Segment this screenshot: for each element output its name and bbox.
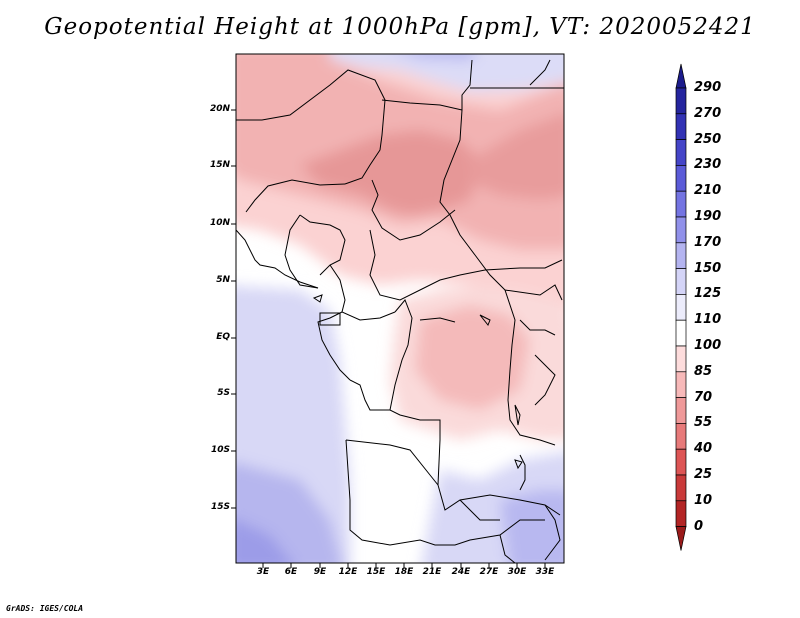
colorbar-box — [675, 397, 687, 424]
lon-label-18e: 18E — [394, 567, 414, 577]
lon-label-33e: 33E — [535, 567, 555, 577]
colorbar-box — [675, 242, 687, 269]
colorbar-box — [675, 190, 687, 218]
colorbar-label-270: 270 — [694, 105, 722, 121]
grads-credit: GrADS: IGES/COLA — [6, 604, 84, 613]
lat-label-10n: 10N — [209, 218, 230, 228]
colorbar-label-290: 290 — [694, 80, 722, 95]
colorbar-label-70: 70 — [694, 389, 713, 405]
lon-label-21e: 21E — [422, 567, 442, 577]
colorbar-label-210: 210 — [694, 183, 722, 199]
axis-ticks — [231, 109, 546, 568]
lat-label-20n: 20N — [209, 104, 230, 114]
colorbar-box — [675, 500, 687, 527]
colorbar-label-100: 100 — [694, 338, 722, 353]
lat-label-5n: 5N — [216, 275, 230, 285]
colorbar-box — [675, 474, 687, 502]
country-borders — [236, 59, 564, 563]
lon-label-12e: 12E — [338, 567, 358, 577]
colorbar-label-0: 0 — [694, 518, 704, 534]
lon-label-3e: 3E — [256, 567, 270, 577]
lon-label-24e: 24E — [451, 567, 471, 577]
colorbar-label-25: 25 — [694, 467, 713, 482]
colorbar-label-85: 85 — [694, 363, 713, 379]
map-frame — [235, 53, 565, 564]
colorbar-box — [675, 423, 687, 450]
lat-label-5s: 5S — [217, 388, 230, 398]
colorbar-box — [675, 87, 687, 115]
lon-label-9e: 9E — [313, 567, 327, 577]
colorbar-box — [675, 345, 687, 373]
colorbar-label-170: 170 — [694, 234, 722, 250]
colorbar-bottom-arrow — [675, 526, 687, 551]
colorbar — [675, 63, 687, 551]
lat-label-10s: 10S — [210, 445, 230, 455]
colorbar-box — [675, 216, 687, 244]
lat-label-15n: 15N — [209, 160, 230, 170]
map-title: Geopotential Height at 1000hPa [gpm], VT… — [44, 14, 756, 40]
height-field — [236, 54, 564, 563]
colorbar-box — [675, 371, 687, 398]
colorbar-label-110: 110 — [694, 312, 722, 328]
lon-label-30e: 30E — [507, 567, 527, 577]
lon-label-6e: 6E — [284, 567, 298, 577]
colorbar-label-250: 250 — [694, 131, 722, 147]
colorbar-label-230: 230 — [694, 157, 722, 173]
colorbar-label-125: 125 — [694, 286, 722, 302]
colorbar-label-190: 190 — [694, 209, 722, 224]
colorbar-box — [675, 139, 687, 166]
colorbar-box — [675, 268, 687, 295]
colorbar-box — [675, 113, 687, 140]
lat-label-15s: 15S — [210, 502, 230, 512]
colorbar-box — [675, 165, 687, 192]
colorbar-box — [675, 294, 687, 321]
lon-label-15e: 15E — [366, 567, 386, 577]
colorbar-label-55: 55 — [694, 415, 713, 431]
colorbar-label-40: 40 — [694, 441, 713, 457]
colorbar-top-arrow — [675, 63, 687, 89]
colorbar-box — [675, 448, 687, 476]
colorbar-label-150: 150 — [694, 260, 722, 276]
lat-label-eq: EQ — [216, 332, 230, 342]
colorbar-label-10: 10 — [694, 492, 713, 508]
lon-label-27e: 27E — [479, 567, 499, 577]
colorbar-box — [675, 319, 687, 347]
